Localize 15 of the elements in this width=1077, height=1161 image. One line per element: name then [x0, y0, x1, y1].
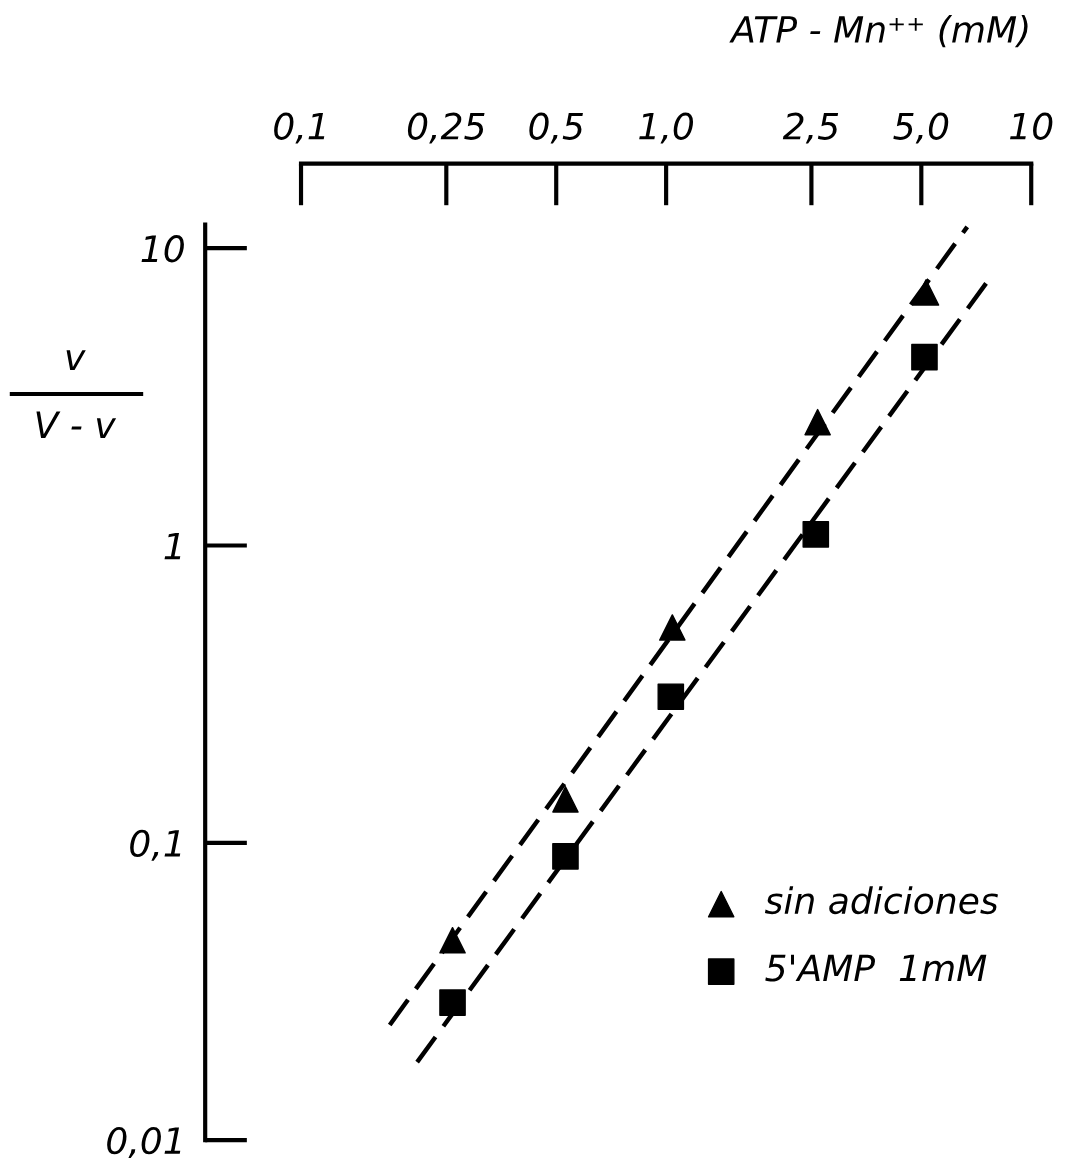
- y-tick-label: 1: [164, 532, 181, 560]
- x-tick-label: 0,5: [529, 112, 583, 144]
- x-tick-label: 1,0: [639, 112, 694, 144]
- x-axis-title: ATP - Mn⁺⁺ (mM): [729, 15, 1028, 48]
- legend-label: sin adiciones: [764, 886, 998, 915]
- legend-label: 5'AMP 1mM: [765, 954, 987, 982]
- y-tick-label: 0,01: [107, 1127, 181, 1159]
- x-tick-label: 2,5: [782, 112, 839, 144]
- y-tick-label: 0,1: [130, 829, 181, 861]
- y-tick-label: 10: [141, 235, 184, 263]
- y-axis-title: v V - v: [36, 350, 117, 438]
- x-tick-label: 0,1: [274, 112, 325, 144]
- x-tick-label: 10: [1010, 112, 1053, 140]
- x-tick-label: 5,0: [893, 112, 949, 144]
- x-tick-label: 0,25: [407, 112, 485, 144]
